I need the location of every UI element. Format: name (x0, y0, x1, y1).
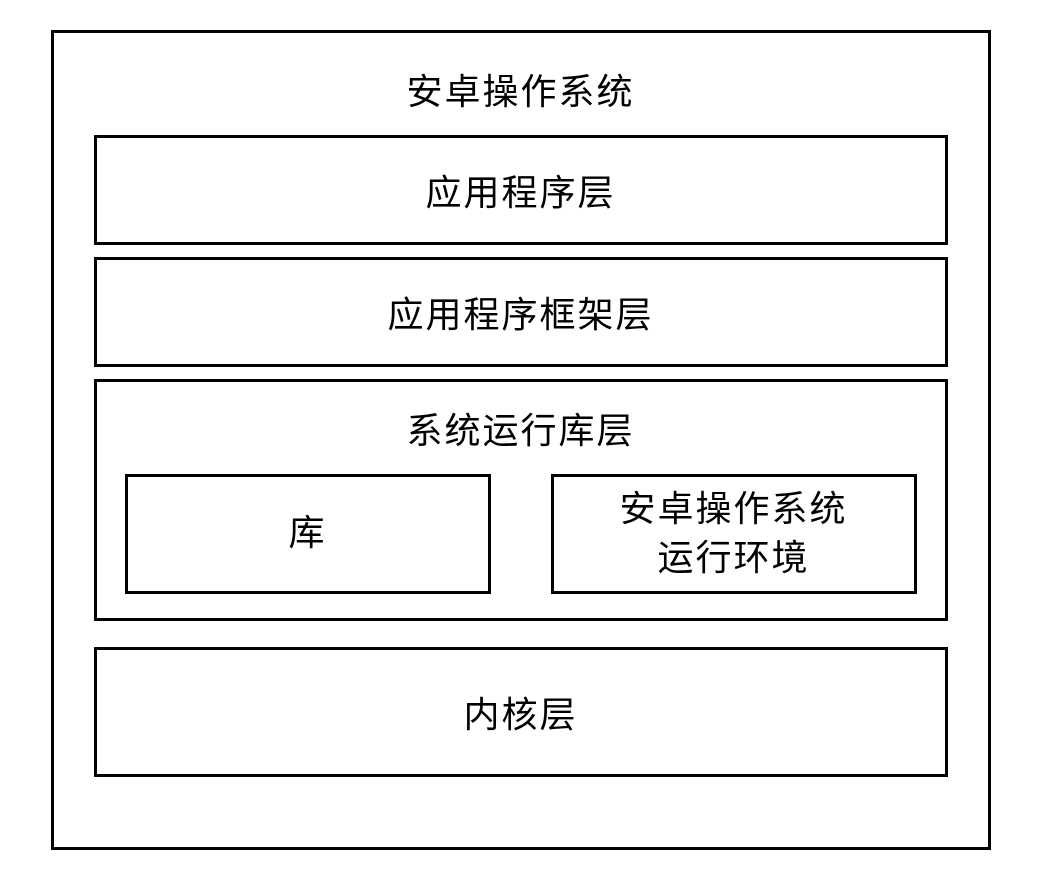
library-label: 库 (288, 509, 326, 558)
application-layer-label: 应用程序层 (425, 164, 615, 216)
system-runtime-layer-box: 系统运行库层 库 安卓操作系统 运行环境 (94, 379, 948, 621)
runtime-sub-boxes-row: 库 安卓操作系统 运行环境 (125, 474, 917, 594)
system-runtime-layer-label: 系统运行库层 (406, 402, 634, 474)
runtime-env-label-line2: 运行环境 (657, 538, 809, 578)
framework-layer-box: 应用程序框架层 (94, 257, 948, 367)
spacer (94, 633, 948, 647)
runtime-env-label: 安卓操作系统 运行环境 (619, 485, 847, 582)
framework-layer-label: 应用程序框架层 (387, 286, 653, 338)
runtime-env-label-line1: 安卓操作系统 (619, 489, 847, 529)
kernel-layer-label: 内核层 (463, 686, 577, 738)
runtime-env-box: 安卓操作系统 运行环境 (551, 474, 917, 594)
android-architecture-container: 安卓操作系统 应用程序层 应用程序框架层 系统运行库层 库 安卓操作系统 运行环… (51, 30, 991, 850)
diagram-title: 安卓操作系统 (94, 51, 948, 135)
application-layer-box: 应用程序层 (94, 135, 948, 245)
kernel-layer-box: 内核层 (94, 647, 948, 777)
library-box: 库 (125, 474, 491, 594)
